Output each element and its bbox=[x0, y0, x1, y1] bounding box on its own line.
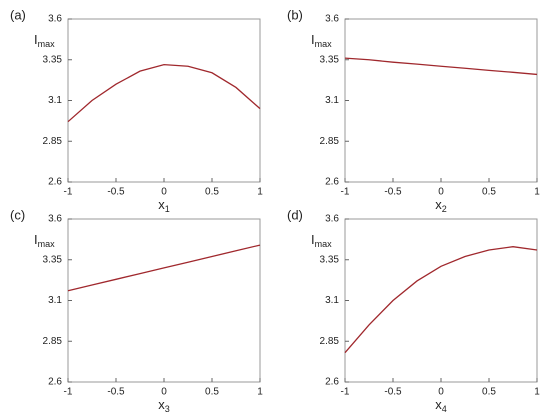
y-tick-label: 3.1 bbox=[48, 295, 62, 306]
y-tick-label: 2.6 bbox=[48, 377, 62, 388]
x-tick-label: 0.5 bbox=[482, 187, 496, 198]
x-tick-label: 1 bbox=[257, 187, 263, 198]
plot-area bbox=[67, 218, 261, 383]
y-tick-label: 3.35 bbox=[43, 254, 63, 265]
y-tick-label: 3.1 bbox=[325, 95, 339, 106]
panel-label: (a) bbox=[10, 7, 26, 22]
line bbox=[344, 57, 538, 76]
y-tick-label: 3.6 bbox=[325, 214, 339, 225]
y-tick-label: 3.35 bbox=[43, 54, 63, 65]
x-tick-label: 0 bbox=[161, 187, 167, 198]
panel-label: (c) bbox=[10, 207, 25, 222]
y-axis-label: Imax bbox=[34, 232, 55, 249]
panel-label: (b) bbox=[287, 7, 303, 22]
panel-label: (d) bbox=[287, 207, 303, 222]
y-axis-label-sub: max bbox=[315, 39, 333, 49]
x-axis-label-sub: 2 bbox=[442, 204, 447, 214]
x-tick-label: -1 bbox=[64, 387, 73, 398]
x-tick-label: -0.5 bbox=[107, 387, 125, 398]
y-axis-label: Imax bbox=[34, 32, 55, 49]
x-tick-label: -0.5 bbox=[107, 187, 125, 198]
y-tick-label: 2.85 bbox=[320, 336, 340, 347]
x-axis-label: x1 bbox=[158, 197, 170, 214]
y-tick-label: 3.35 bbox=[320, 254, 340, 265]
x-tick-label: 0 bbox=[438, 187, 444, 198]
x-tick-label: 0 bbox=[161, 387, 167, 398]
x-tick-label: 0.5 bbox=[482, 387, 496, 398]
y-axis-label-main: I bbox=[34, 32, 38, 47]
x-axis-label-sub: 4 bbox=[442, 404, 447, 414]
x-tick-label: 0.5 bbox=[205, 187, 219, 198]
line bbox=[344, 246, 538, 354]
y-tick-label: 2.85 bbox=[43, 336, 63, 347]
y-axis-label: Imax bbox=[311, 32, 332, 49]
y-tick-label: 3.6 bbox=[48, 14, 62, 25]
x-tick-label: 1 bbox=[534, 387, 540, 398]
x-axis-label: x2 bbox=[435, 197, 447, 214]
y-axis-label-main: I bbox=[34, 232, 38, 247]
plot-area bbox=[67, 18, 261, 183]
y-tick-label: 3.1 bbox=[325, 295, 339, 306]
x-axis-label-main: x bbox=[435, 197, 442, 212]
x-axis-label-sub: 3 bbox=[165, 404, 170, 414]
y-axis-label-sub: max bbox=[38, 239, 56, 249]
y-tick-label: 3.6 bbox=[325, 14, 339, 25]
x-tick-label: -0.5 bbox=[384, 387, 402, 398]
x-tick-label: 1 bbox=[534, 187, 540, 198]
x-axis-label-main: x bbox=[435, 397, 442, 412]
y-tick-label: 2.85 bbox=[43, 136, 63, 147]
y-axis-label-sub: max bbox=[38, 39, 56, 49]
x-tick-label: -0.5 bbox=[384, 187, 402, 198]
y-tick-label: 3.35 bbox=[320, 54, 340, 65]
line bbox=[67, 244, 261, 292]
y-axis-label-main: I bbox=[311, 32, 315, 47]
x-axis-label: x4 bbox=[435, 397, 447, 414]
y-axis-label-sub: max bbox=[315, 239, 333, 249]
y-tick-label: 3.1 bbox=[48, 95, 62, 106]
y-axis-label: Imax bbox=[311, 232, 332, 249]
x-tick-label: -1 bbox=[341, 187, 350, 198]
x-axis-label: x3 bbox=[158, 397, 170, 414]
x-axis-label-main: x bbox=[158, 397, 165, 412]
plot-area bbox=[344, 18, 538, 183]
x-tick-label: 1 bbox=[257, 387, 263, 398]
line bbox=[67, 63, 261, 123]
y-tick-label: 3.6 bbox=[48, 214, 62, 225]
y-tick-label: 2.6 bbox=[325, 377, 339, 388]
y-tick-label: 2.6 bbox=[48, 177, 62, 188]
plot-area bbox=[344, 218, 538, 383]
x-axis-label-sub: 1 bbox=[165, 204, 170, 214]
y-tick-label: 2.6 bbox=[325, 177, 339, 188]
y-tick-label: 2.85 bbox=[320, 136, 340, 147]
x-tick-label: 0 bbox=[438, 387, 444, 398]
x-tick-label: -1 bbox=[341, 387, 350, 398]
x-tick-label: -1 bbox=[64, 187, 73, 198]
x-axis-label-main: x bbox=[158, 197, 165, 212]
x-tick-label: 0.5 bbox=[205, 387, 219, 398]
y-axis-label-main: I bbox=[311, 232, 315, 247]
